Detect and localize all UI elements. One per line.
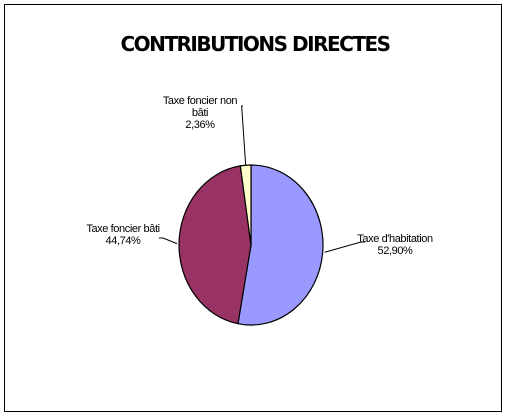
slice-label: Taxe foncier bâti 44,74%: [86, 223, 159, 247]
slice-name-label: Taxe d'habitation: [357, 233, 433, 245]
pie-slice: [178, 165, 252, 325]
slice-name-label: Taxe foncier bâti: [86, 223, 159, 235]
slice-labels: Taxe d'habitation 52,90% Taxe foncier bâti…: [86, 95, 433, 257]
slice-name-label: Taxe foncier non: [163, 95, 238, 107]
leader-lines: [159, 105, 365, 253]
leader-line: [159, 237, 178, 245]
slice-value-label: 52,90%: [378, 245, 414, 257]
slice-label: Taxe d'habitation 52,90%: [357, 233, 433, 257]
chart-frame: CONTRIBUTIONS DIRECTES Taxe d'habitation…: [4, 4, 502, 412]
pie-slices: [178, 164, 324, 326]
pie-slice: [239, 164, 252, 246]
chart-title: CONTRIBUTIONS DIRECTES: [120, 32, 389, 56]
leader-line: [241, 105, 247, 166]
leader-line: [324, 241, 365, 253]
slice-value-label: 44,74%: [106, 235, 142, 247]
pie-slice: [237, 164, 324, 326]
slice-name-label: bâti: [192, 107, 208, 119]
pie-chart: CONTRIBUTIONS DIRECTES Taxe d'habitation…: [86, 32, 433, 326]
slice-label: Taxe foncier non bâti 2,36%: [163, 95, 238, 131]
slice-value-label: 2,36%: [185, 119, 215, 131]
